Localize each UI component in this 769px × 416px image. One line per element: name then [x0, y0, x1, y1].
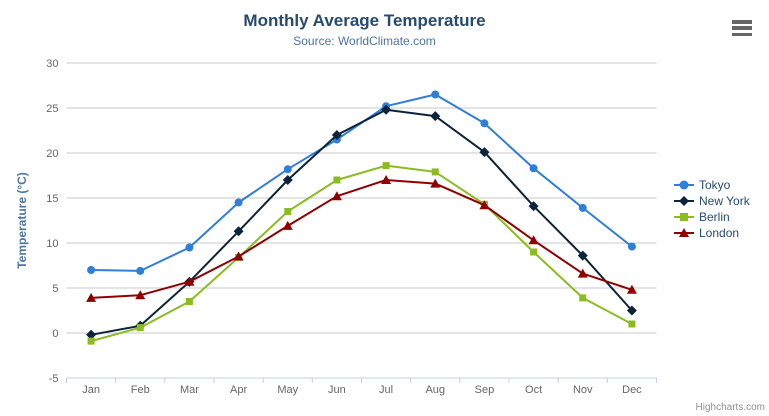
data-point[interactable] — [185, 243, 194, 252]
legend-item-london[interactable]: London — [674, 225, 750, 241]
series-line[interactable] — [91, 179, 633, 299]
data-point[interactable] — [528, 201, 539, 212]
data-point[interactable] — [86, 329, 97, 340]
data-point[interactable] — [528, 235, 539, 245]
legend-item-berlin[interactable]: Berlin — [674, 209, 750, 225]
data-point[interactable] — [233, 251, 244, 261]
data-point[interactable] — [430, 111, 441, 122]
legend-label: New York — [699, 194, 750, 208]
data-point[interactable] — [628, 320, 636, 328]
data-point[interactable] — [430, 178, 441, 188]
data-point[interactable] — [626, 284, 637, 294]
highcharts-credits-link[interactable]: Highcharts.com — [695, 402, 765, 413]
x-axis-tick-label: Nov — [573, 384, 593, 396]
data-point[interactable] — [382, 162, 390, 170]
y-axis-tick-label: 30 — [46, 58, 58, 70]
x-axis-tick-label: Feb — [131, 384, 150, 396]
data-point[interactable] — [626, 305, 637, 316]
hamburger-icon — [732, 32, 752, 36]
x-axis-tick-label: Mar — [180, 384, 199, 396]
x-axis-tick-label: Apr — [230, 384, 247, 396]
data-point[interactable] — [282, 175, 293, 185]
y-axis-tick-label: 5 — [52, 283, 58, 295]
x-axis-tick-label: May — [277, 384, 298, 396]
data-point[interactable] — [579, 294, 587, 302]
x-axis-tick-label: Jul — [379, 384, 393, 396]
circle-legend-marker-icon — [674, 180, 694, 190]
y-axis-title: Temperature (°C) — [15, 172, 29, 269]
data-point[interactable] — [577, 250, 588, 261]
legend-label: Berlin — [699, 210, 730, 224]
series-line[interactable] — [90, 108, 633, 336]
x-axis-tick-label: Sep — [475, 384, 495, 396]
data-point[interactable] — [577, 268, 588, 278]
data-point[interactable] — [233, 226, 244, 237]
export-menu-button[interactable] — [732, 20, 752, 36]
legend-item-new-york[interactable]: New York — [674, 193, 750, 209]
data-point[interactable] — [480, 119, 489, 128]
data-point[interactable] — [529, 164, 538, 173]
data-point[interactable] — [333, 176, 341, 184]
data-point[interactable] — [282, 220, 293, 230]
legend-label: London — [699, 226, 740, 240]
series-line[interactable] — [90, 164, 633, 343]
x-axis-tick-label: Jan — [82, 384, 100, 396]
data-point[interactable] — [331, 130, 342, 140]
data-point[interactable] — [331, 191, 342, 201]
x-axis-tick-label: Oct — [525, 384, 542, 396]
x-axis-tick-label: Jun — [328, 384, 346, 396]
data-point[interactable] — [283, 165, 292, 174]
data-point[interactable] — [530, 248, 538, 256]
data-point[interactable] — [479, 200, 490, 210]
data-point[interactable] — [136, 324, 144, 332]
data-point[interactable] — [86, 292, 97, 302]
hamburger-icon — [732, 20, 752, 24]
triangle-legend-marker-icon — [674, 228, 694, 237]
series-london[interactable] — [86, 175, 637, 302]
series-line[interactable] — [91, 93, 633, 272]
chart-subtitle: Source: WorldClimate.com — [293, 34, 436, 48]
hamburger-icon — [732, 26, 752, 30]
legend-label: Tokyo — [699, 178, 731, 192]
data-point[interactable] — [184, 276, 195, 286]
y-axis-tick-label: 10 — [46, 238, 58, 250]
y-axis-tick-label: 25 — [46, 103, 58, 115]
chart-legend: Tokyo New York Berlin London — [674, 177, 750, 241]
y-axis-tick-label: 0 — [52, 328, 58, 340]
series-new-york[interactable] — [86, 104, 637, 340]
x-axis-tick-label: Dec — [622, 384, 642, 396]
data-point[interactable] — [284, 208, 292, 215]
data-point[interactable] — [87, 337, 95, 345]
square-legend-marker-icon — [674, 213, 694, 221]
data-point[interactable] — [381, 104, 392, 115]
y-axis-tick-label: 20 — [46, 148, 58, 160]
data-point[interactable] — [479, 147, 490, 158]
data-point[interactable] — [431, 90, 440, 99]
data-point[interactable] — [136, 266, 145, 275]
y-axis-tick-label: -5 — [49, 373, 59, 385]
data-point[interactable] — [234, 198, 243, 207]
data-point[interactable] — [135, 290, 146, 300]
series-tokyo[interactable] — [87, 90, 636, 275]
data-point[interactable] — [627, 242, 636, 251]
data-point[interactable] — [578, 203, 587, 212]
data-point[interactable] — [381, 175, 392, 184]
legend-item-tokyo[interactable]: Tokyo — [674, 177, 750, 193]
x-axis-tick-label: Aug — [425, 384, 445, 396]
data-point[interactable] — [185, 298, 193, 305]
chart-title: Monthly Average Temperature — [243, 11, 486, 30]
data-point[interactable] — [431, 168, 439, 176]
diamond-legend-marker-icon — [674, 196, 694, 206]
data-point[interactable] — [87, 266, 96, 274]
y-axis-tick-label: 15 — [46, 193, 58, 205]
